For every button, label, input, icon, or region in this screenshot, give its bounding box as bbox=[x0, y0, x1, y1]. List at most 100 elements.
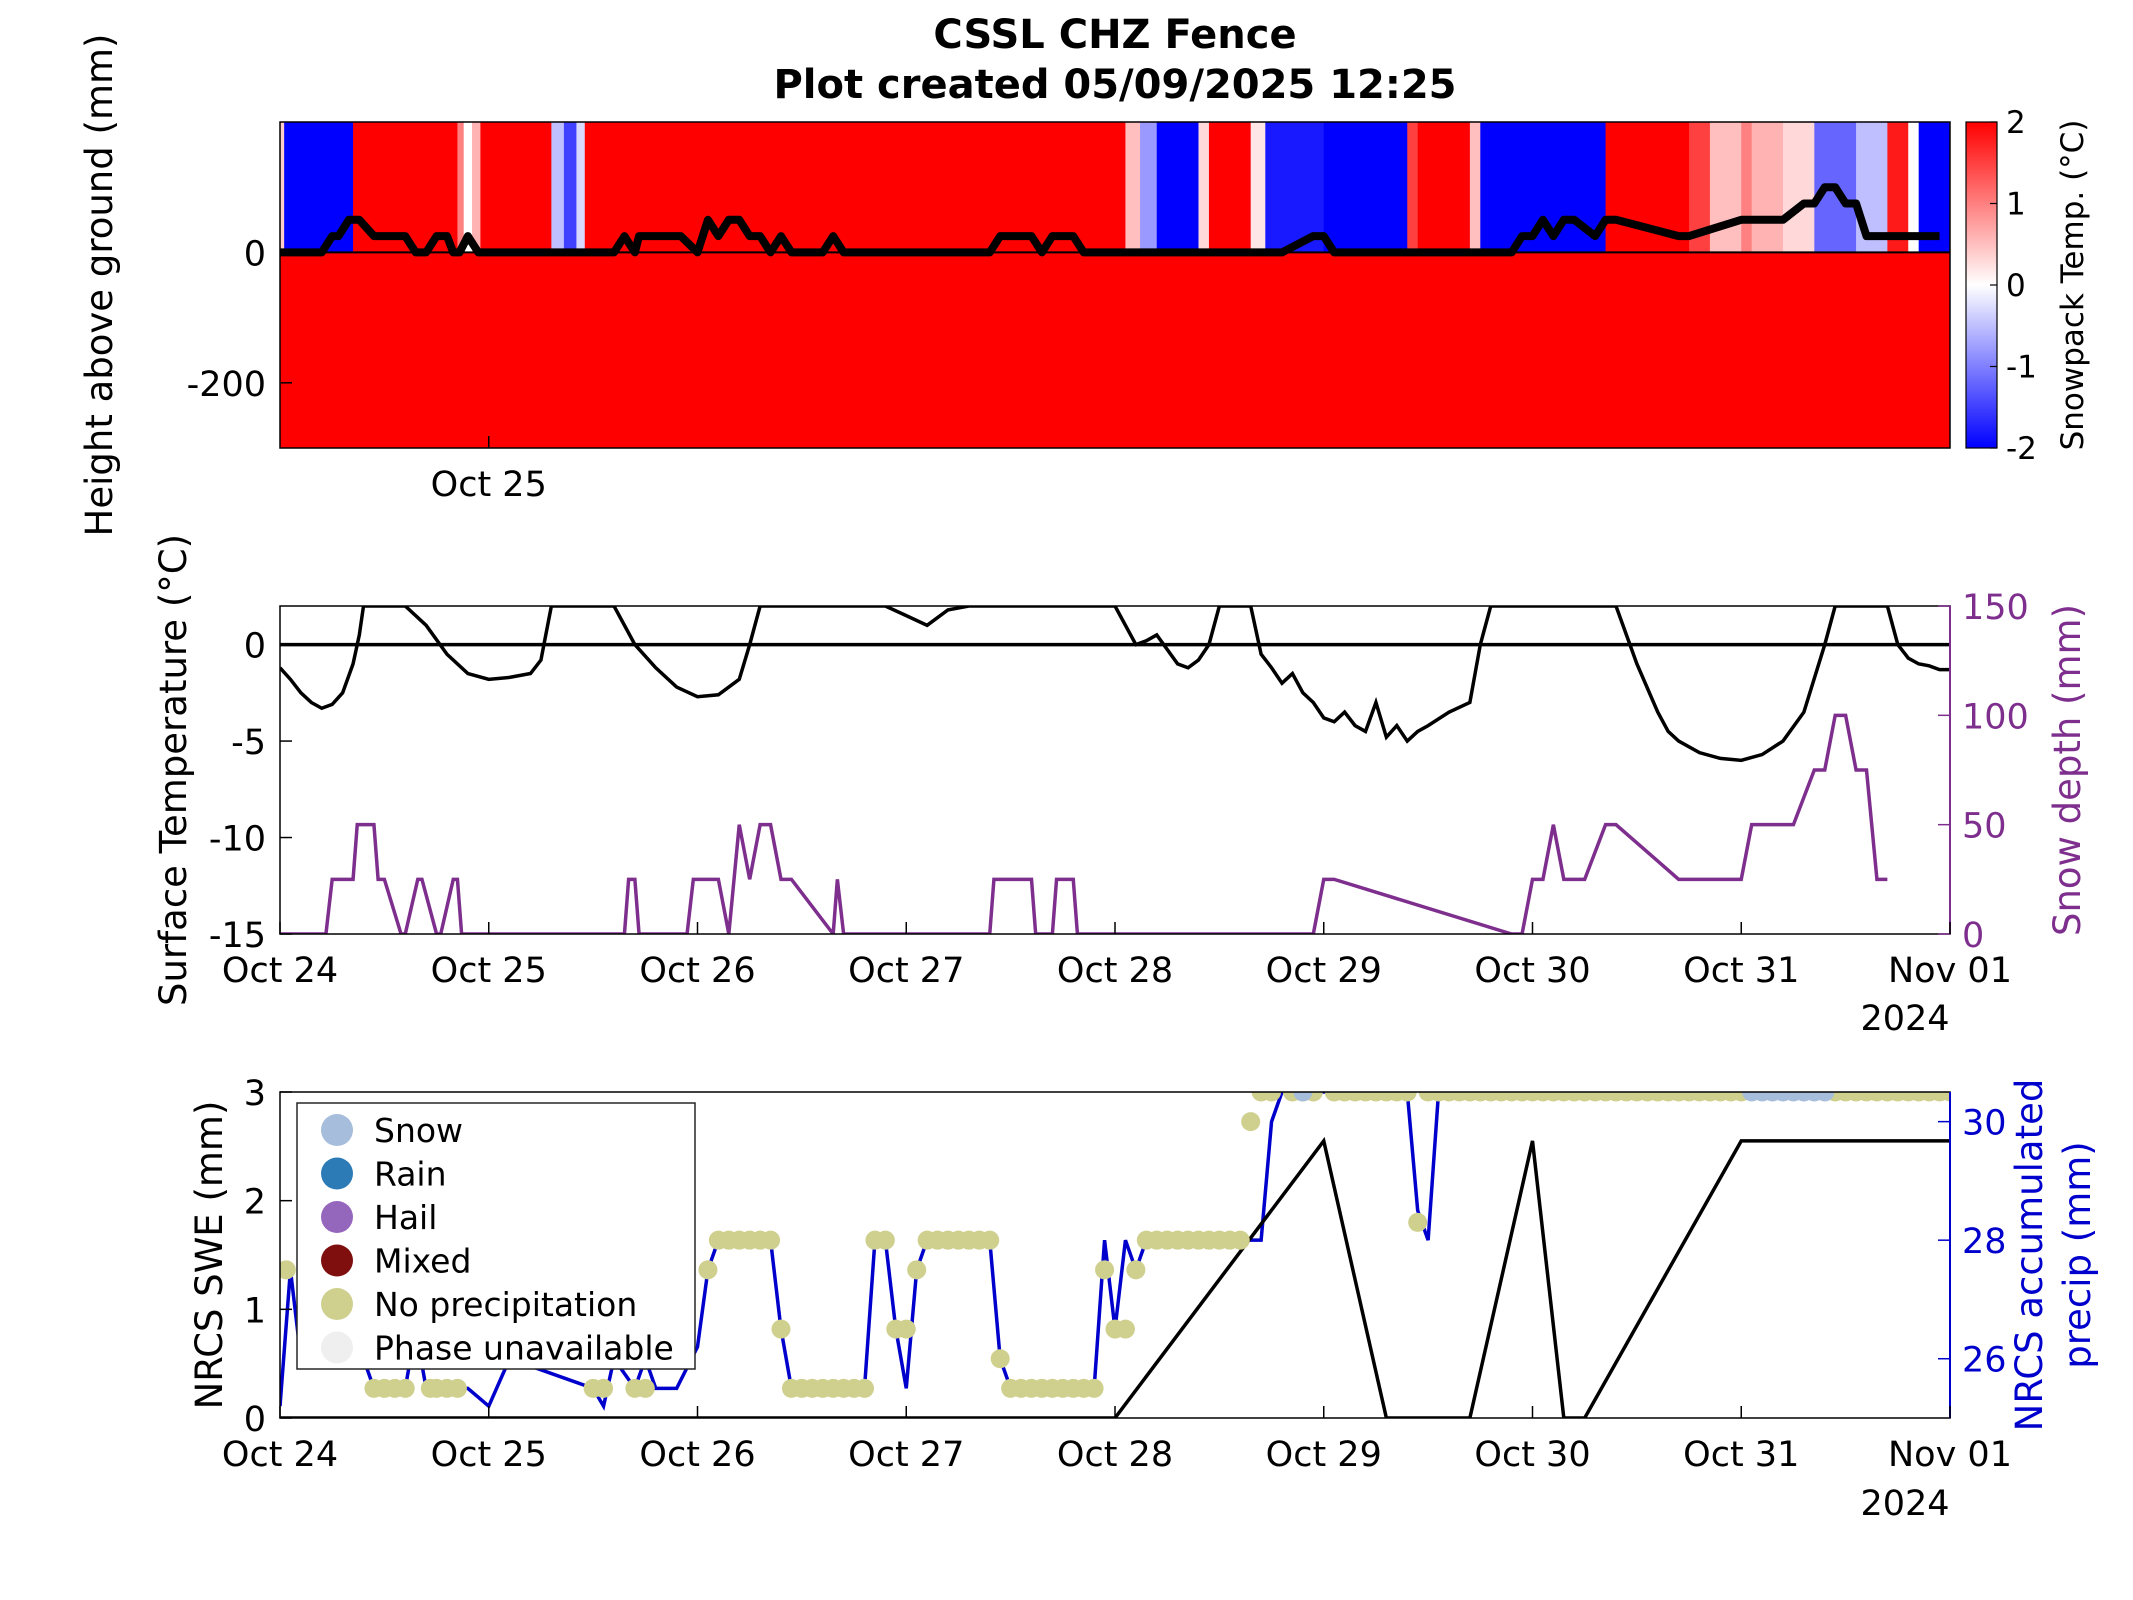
colorbar-tick-label: 1 bbox=[2006, 187, 2026, 223]
snow-depth-y-label: Snow depth (mm) bbox=[2046, 604, 2089, 936]
snow-depth-tick-label: 150 bbox=[1962, 588, 2029, 628]
colorbar-tick-label: 2 bbox=[2006, 105, 2026, 141]
snowpack-temp-cell bbox=[1250, 122, 1266, 253]
snowpack-temp-cell bbox=[584, 122, 1127, 253]
phase-point bbox=[1408, 1212, 1428, 1232]
swe-ticks: 3 2 1 0 bbox=[244, 1074, 292, 1440]
snowpack-temp-cell bbox=[1265, 122, 1325, 253]
snowpack-temp-cell bbox=[1323, 122, 1408, 253]
snow-depth-tick-label: 0 bbox=[1962, 916, 1984, 956]
legend-marker bbox=[321, 1288, 353, 1320]
surface-x-tick-label: Oct 24 bbox=[222, 951, 338, 991]
phase-point bbox=[980, 1230, 1000, 1250]
phase-point bbox=[1230, 1230, 1250, 1250]
snowpack-temp-cell bbox=[1751, 122, 1784, 253]
swe-tick-label: 0 bbox=[244, 1400, 266, 1440]
phase-point bbox=[907, 1260, 927, 1280]
snow-depth-ticks: 150 100 50 0 bbox=[1938, 588, 2029, 956]
surface-temp-tick-label: 0 bbox=[244, 627, 266, 667]
surface-x-tick-label: Nov 01 bbox=[1888, 951, 2012, 991]
snow-surface-line bbox=[280, 183, 1940, 257]
snowpack-temp-cell bbox=[576, 122, 586, 253]
surface-temp-tick-label: -15 bbox=[209, 916, 266, 956]
snowpack-temp-cell bbox=[1689, 122, 1711, 253]
surface-temp-tick-label: -5 bbox=[231, 723, 266, 763]
legend-label: Mixed bbox=[374, 1242, 471, 1281]
precip-x-tick-label: Oct 27 bbox=[848, 1435, 964, 1475]
precip-x-tick-label: Oct 28 bbox=[1057, 1435, 1173, 1475]
surface-x-tick-label: Oct 31 bbox=[1683, 951, 1799, 991]
surface-x-tick-label: Oct 25 bbox=[431, 951, 547, 991]
snowpack-temp-cell bbox=[1469, 122, 1481, 253]
surface-x-tick-label: Oct 28 bbox=[1057, 951, 1173, 991]
legend-box bbox=[296, 1102, 696, 1370]
phase-point bbox=[875, 1230, 895, 1250]
ground-temp-fill bbox=[280, 252, 1950, 448]
snowpack-y-ticks: 0 -200 bbox=[187, 234, 292, 405]
precip-year-label: 2024 bbox=[1860, 1484, 1949, 1524]
phase-point bbox=[1815, 1092, 1835, 1102]
snowpack-temp-cell bbox=[563, 122, 578, 253]
snowpack-temp-cell bbox=[1417, 122, 1471, 253]
snowpack-temp-cell bbox=[1908, 122, 1920, 253]
phase-point bbox=[855, 1378, 874, 1398]
phase-point bbox=[395, 1378, 415, 1398]
precip-x-tick-label: Oct 29 bbox=[1266, 1435, 1382, 1475]
phase-point bbox=[1241, 1112, 1261, 1132]
phase-point bbox=[1115, 1319, 1135, 1339]
snowpack-temp-cell bbox=[1208, 122, 1252, 253]
colorbar-label: Snowpack Temp. (°C) bbox=[2055, 120, 2091, 451]
phase-point bbox=[990, 1349, 1010, 1369]
surface-x-tick-label: Oct 29 bbox=[1266, 951, 1382, 991]
legend-label: Phase unavailable bbox=[374, 1329, 674, 1368]
snowpack-temp-cell bbox=[1140, 122, 1158, 253]
phase-point bbox=[1397, 1092, 1417, 1102]
phase-point bbox=[594, 1378, 614, 1398]
phase-point bbox=[1095, 1260, 1115, 1280]
surface-year-label: 2024 bbox=[1860, 999, 1949, 1039]
phase-point bbox=[771, 1319, 791, 1339]
surface-temp-y-label: Surface Temperature (°C) bbox=[152, 534, 195, 1006]
snow-depth-tick-label: 50 bbox=[1962, 807, 2007, 847]
phase-point bbox=[1084, 1378, 1104, 1398]
precip-y-label-line1: NRCS accumulated bbox=[2008, 1079, 2051, 1432]
legend-label: Rain bbox=[374, 1155, 447, 1194]
snowpack-temp-cell bbox=[463, 122, 473, 253]
surface-axes-box bbox=[279, 605, 1951, 935]
swe-tick-label: 2 bbox=[244, 1183, 266, 1223]
legend-label: No precipitation bbox=[374, 1285, 637, 1324]
precip-x-tick-label: Oct 30 bbox=[1474, 1435, 1590, 1475]
snowpack-temp-cell bbox=[1918, 122, 1950, 253]
phase-point bbox=[1126, 1260, 1146, 1280]
phase-point bbox=[635, 1378, 655, 1398]
snow-depth-line bbox=[280, 713, 1888, 934]
phase-point bbox=[698, 1260, 718, 1280]
snowpack-temp-cell bbox=[1198, 122, 1210, 253]
legend-items: Snow Rain Hail Mixed No precipitation Phase u… bbox=[321, 1111, 674, 1368]
phase-point bbox=[896, 1319, 916, 1339]
surface-temperature-line bbox=[280, 606, 1950, 763]
precip-x-tick-label: Nov 01 bbox=[1888, 1435, 2012, 1475]
phase-point bbox=[447, 1378, 467, 1398]
legend-label: Snow bbox=[374, 1111, 463, 1150]
surface-temp-tick-label: -10 bbox=[209, 820, 266, 860]
colorbar-tick-label: -1 bbox=[2006, 350, 2037, 386]
phase-point bbox=[1293, 1092, 1313, 1102]
legend-label: Hail bbox=[374, 1198, 437, 1237]
legend-marker bbox=[321, 1157, 353, 1190]
snowpack-temp-cell bbox=[457, 122, 465, 253]
snowpack-temp-cell bbox=[1156, 122, 1200, 253]
snowpack-temp-cell bbox=[551, 122, 565, 253]
snowpack-temp-cell bbox=[1741, 122, 1753, 253]
swe-tick-label: 1 bbox=[244, 1291, 266, 1331]
snowpack-temp-cell bbox=[1125, 122, 1141, 253]
snowpack-temp-cell bbox=[1783, 122, 1815, 253]
surface-x-ticks: Oct 24 Oct 25 Oct 26 Oct 27 Oct 28 Oct 29 Oct … bbox=[222, 922, 2012, 991]
snowpack-temp-cell bbox=[280, 122, 285, 253]
snowpack-x-ticks: Oct 25 bbox=[431, 436, 547, 505]
chart-title: CSSL CHZ Fence bbox=[933, 12, 1296, 58]
phase-point bbox=[1940, 1092, 1950, 1102]
